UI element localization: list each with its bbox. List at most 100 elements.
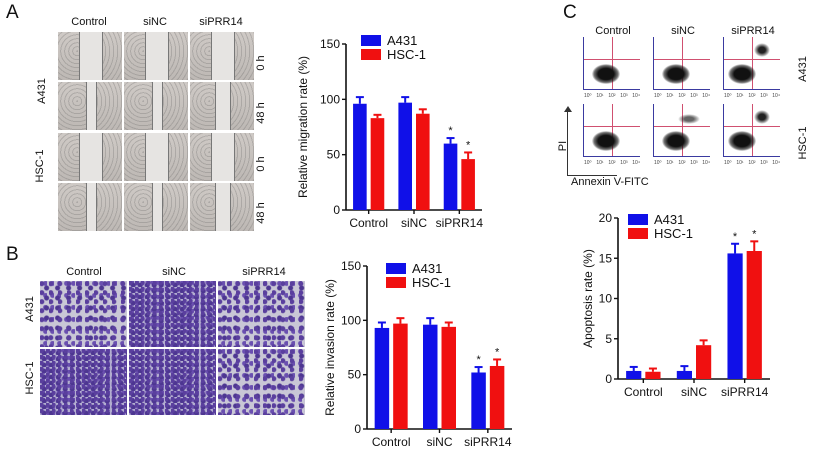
y-tick-label: 15	[599, 251, 613, 265]
row-label-hsc1: HSC-1	[24, 361, 36, 395]
time-label-0h: 0 h	[255, 156, 267, 172]
migration-rate-chart: 0 50 100 150 Relative migration rate (%) Cont…	[296, 33, 483, 230]
scratch-image	[190, 183, 254, 231]
col-label-control: Control	[66, 266, 102, 278]
scratch-image	[190, 82, 254, 130]
x-tick-label: Control	[624, 385, 663, 399]
bar-a431-siprr14	[727, 253, 743, 379]
y-tick-label: 50	[327, 148, 341, 162]
quadrant-line-v	[752, 104, 753, 156]
col-label-sinc: siNC	[162, 266, 186, 278]
legend-swatch-hsc-1	[361, 49, 381, 60]
significance-asterisk: *	[476, 354, 481, 366]
time-label-48h: 48 h	[255, 202, 267, 224]
bar-hsc-1-control	[645, 371, 661, 379]
x-tick-labels: 10⁰ 10¹ 10² 10³ 10⁴	[654, 160, 710, 166]
significance-asterisk: *	[752, 228, 757, 240]
scratch-gap	[215, 82, 231, 130]
pi-axis-label: PI	[557, 140, 569, 152]
cell-population-live	[662, 64, 690, 85]
transwell-image	[218, 281, 305, 347]
col-label-siprr14: siPRR14	[731, 25, 775, 37]
bar-hsc-1-sinc	[696, 345, 712, 379]
transwell-image	[129, 281, 216, 347]
panel-letter-b: B	[6, 244, 19, 265]
legend-label: HSC-1	[387, 47, 426, 62]
bar-hsc-1-siprr14	[461, 159, 475, 210]
x-tick-label: siPRR14	[721, 385, 769, 399]
x-tick-label: siPRR14	[464, 435, 512, 449]
legend-label: A431	[387, 33, 417, 48]
y-tick-label: 50	[348, 368, 362, 382]
scratch-image	[124, 133, 188, 181]
quadrant-line-v	[682, 37, 683, 89]
legend-label: HSC-1	[654, 226, 693, 241]
quadrant-line-v	[752, 37, 753, 89]
transwell-image	[40, 281, 127, 347]
y-tick-label: 100	[320, 92, 340, 106]
legend-swatch-a431	[386, 263, 406, 274]
x-tick-label: siNC	[681, 385, 707, 399]
flow-cytometry-plot: 10⁰ 10¹ 10² 10³ 10⁴	[723, 37, 780, 99]
cell-population-live	[592, 131, 620, 152]
bar-a431-sinc	[398, 102, 412, 210]
flow-cytometry-plot: 10⁰ 10¹ 10² 10³ 10⁴	[723, 104, 780, 166]
bar-a431-siprr14	[471, 372, 486, 429]
bar-hsc-1-siprr14	[746, 251, 762, 379]
pi-axis-arrow-icon	[564, 106, 572, 112]
scratch-gap	[215, 183, 231, 231]
scratch-gap	[211, 133, 235, 181]
scratch-gap	[151, 82, 163, 130]
col-label-control: Control	[71, 16, 107, 28]
scratch-image	[58, 183, 122, 231]
scratch-gap	[211, 32, 235, 80]
legend-label: A431	[654, 212, 684, 227]
scratch-gap	[85, 183, 97, 231]
quadrant-line-v	[682, 104, 683, 156]
legend-label: HSC-1	[412, 275, 451, 290]
legend-swatch-hsc-1	[386, 277, 406, 288]
scratch-image	[58, 133, 122, 181]
y-axis-label: Relative invasion rate (%)	[323, 279, 337, 416]
scratch-gap	[151, 183, 163, 231]
y-tick-label: 100	[341, 313, 361, 327]
legend-swatch-a431	[628, 214, 648, 225]
cell-population-live	[728, 64, 756, 85]
x-tick-labels: 10⁰ 10¹ 10² 10³ 10⁴	[724, 160, 780, 166]
significance-asterisk: *	[448, 125, 453, 137]
col-label-sinc: siNC	[143, 16, 167, 28]
cell-population-live	[592, 64, 620, 85]
x-tick-labels: 10⁰ 10¹ 10² 10³ 10⁴	[584, 160, 640, 166]
scratch-gap	[79, 32, 103, 80]
cell-population-live	[662, 131, 690, 152]
x-tick-label: Control	[349, 216, 388, 230]
pi-axis-line	[567, 110, 568, 176]
flow-cytometry-plot: 10⁰ 10¹ 10² 10³ 10⁴	[583, 37, 640, 99]
x-tick-label: siNC	[427, 435, 453, 449]
x-tick-label: Control	[372, 435, 411, 449]
scratch-gap	[79, 133, 103, 181]
scratch-image	[124, 183, 188, 231]
scratch-image	[124, 82, 188, 130]
invasion-rate-chart: 0 50 100 150 Relative invasion rate (%) Contr…	[323, 259, 512, 449]
scratch-image	[190, 32, 254, 80]
cell-population-apoptotic	[754, 43, 770, 58]
scratch-gap	[145, 133, 169, 181]
apoptosis-rate-chart: 0 5 10 15 20 Apoptosis rate (%) Control siNC siP…	[581, 211, 770, 399]
transwell-image	[218, 349, 305, 415]
bar-a431-siprr14	[443, 143, 458, 210]
quadrant-line-v	[612, 37, 613, 89]
significance-asterisk: *	[466, 139, 471, 151]
scratch-gap	[85, 82, 97, 130]
col-label-control: Control	[595, 25, 631, 37]
significance-asterisk: *	[733, 231, 738, 243]
y-tick-label: 0	[605, 372, 612, 386]
x-tick-labels: 10⁰ 10¹ 10² 10³ 10⁴	[584, 93, 640, 99]
flow-cytometry-plot: 10⁰ 10¹ 10² 10³ 10⁴	[653, 37, 710, 99]
bar-hsc-1-sinc	[441, 326, 456, 429]
bar-a431-sinc	[423, 324, 438, 429]
legend-swatch-a431	[361, 35, 381, 46]
annexin-axis-label: Annexin V-FITC	[571, 176, 649, 188]
time-label-48h: 48 h	[255, 102, 267, 124]
col-label-sinc: siNC	[671, 25, 695, 37]
